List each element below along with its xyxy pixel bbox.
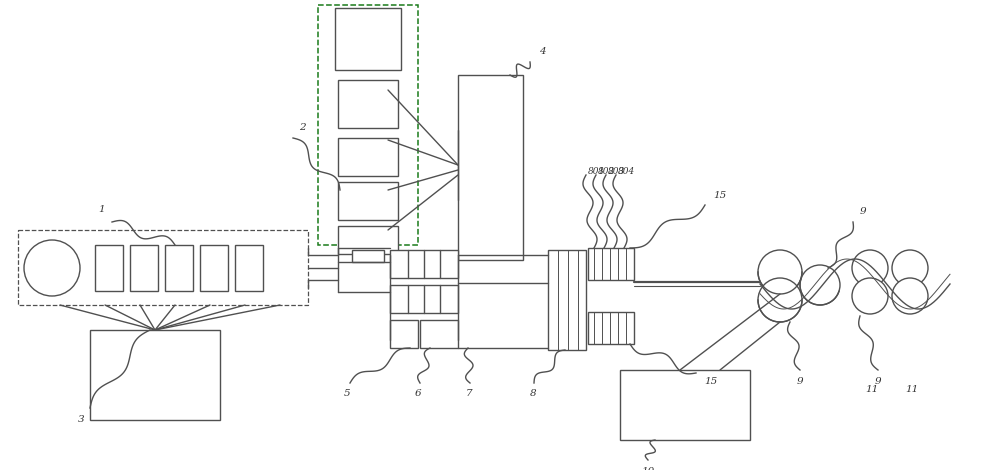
Text: 11: 11 [865,385,879,394]
Text: 4: 4 [539,47,545,56]
Text: 6: 6 [415,389,421,398]
Circle shape [24,240,80,296]
Circle shape [758,278,802,322]
Text: 9: 9 [860,207,866,217]
Bar [338,226,398,254]
Bar [165,245,193,291]
Bar [620,370,750,440]
Bar [318,5,418,245]
Bar [130,245,158,291]
Text: 801: 801 [587,167,605,177]
Circle shape [852,278,888,314]
Bar [338,138,398,176]
Circle shape [758,250,802,294]
Bar [90,330,220,420]
Bar [390,285,458,313]
Text: 15: 15 [704,377,718,386]
Text: 9: 9 [875,377,881,386]
Bar [352,250,384,262]
Text: 2: 2 [299,124,305,133]
Bar [458,75,523,260]
Bar [200,245,228,291]
Text: 804: 804 [617,167,635,177]
Text: 802: 802 [597,167,615,177]
Text: 803: 803 [607,167,625,177]
Bar [95,245,123,291]
Bar [338,80,398,128]
Text: 7: 7 [466,389,472,398]
Bar [18,230,308,305]
Circle shape [892,250,928,286]
Text: 11: 11 [905,385,919,394]
Text: 9: 9 [797,377,803,386]
Bar [588,248,634,280]
Bar [420,320,458,348]
Bar [390,250,458,278]
Bar [548,250,586,350]
Bar [335,8,401,70]
Bar [338,182,398,220]
Text: 10: 10 [641,468,655,470]
Text: 3: 3 [78,415,84,424]
Text: 5: 5 [344,389,350,398]
Circle shape [852,250,888,286]
Bar [588,312,634,344]
Text: 15: 15 [713,191,727,201]
Bar [235,245,263,291]
Circle shape [340,10,396,66]
Text: 1: 1 [99,205,105,214]
Circle shape [892,278,928,314]
Circle shape [800,265,840,305]
Text: 8: 8 [530,389,536,398]
Bar [390,320,418,348]
